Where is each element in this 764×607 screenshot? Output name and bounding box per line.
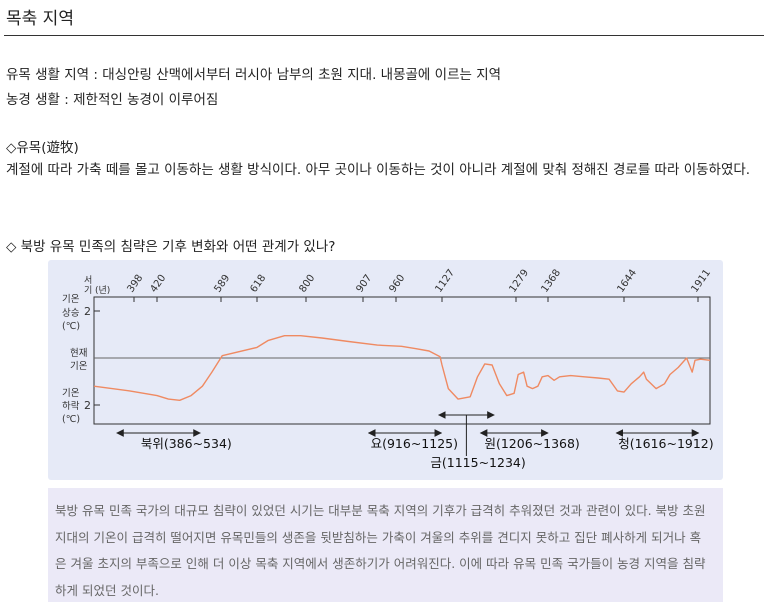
y-label-fall-2: 하락	[62, 400, 80, 412]
year-tick-label: 589	[212, 273, 232, 295]
title-divider	[4, 35, 764, 36]
y-label-rise-3: (℃)	[62, 321, 80, 332]
nomadic-region-line: 유목 생활 지역 : 대싱안링 산맥에서부터 러시아 남부의 초원 지대. 내몽…	[6, 67, 502, 83]
year-tick-label: 618	[248, 273, 268, 295]
year-tick-label: 1279	[507, 268, 531, 295]
year-tick-label: 398	[125, 273, 145, 295]
period-label: 북위(386~534)	[141, 436, 232, 451]
nomad-heading: ◇유목(遊牧)	[6, 140, 79, 156]
period-label: 금(1115~1234)	[430, 455, 525, 470]
nomad-definition: 계절에 따라 가축 떼를 몰고 이동하는 생활 방식이다. 아무 곳이나 이동하…	[6, 162, 751, 178]
y-value-fall: 2	[84, 399, 91, 412]
year-tick-label: 800	[297, 273, 317, 295]
year-tick-label: 907	[354, 273, 374, 295]
y-value-rise: 2	[84, 305, 91, 318]
year-tick-label: 960	[387, 273, 407, 295]
year-tick-label: 1644	[615, 268, 639, 295]
y-label-fall-1: 기온	[62, 388, 80, 399]
year-tick-label: 1127	[433, 268, 457, 295]
period-label: 요(916~1125)	[371, 436, 458, 451]
period-label: 원(1206~1368)	[484, 436, 579, 451]
year-tick-label: 1368	[539, 268, 563, 295]
y-label-current-2: 기온	[70, 361, 88, 372]
question-heading: ◇ 북방 유목 민족의 침략은 기후 변화와 어떤 관계가 있나?	[6, 239, 336, 255]
y-label-rise-2: 상승	[62, 308, 80, 319]
note-text: 북방 유목 민족 국가의 대규모 침략이 있었던 시기는 대부분 목축 지역의 …	[55, 503, 706, 598]
year-tick-label: 1911	[689, 268, 713, 295]
plot-frame	[93, 296, 711, 425]
x-axis-label-bottom: 기	[84, 285, 92, 296]
farming-line: 농경 생활 : 제한적인 농경이 이루어짐	[6, 92, 219, 108]
climate-chart-panel: 기온 상승 (℃) 2 현재 기온 기온 하락 (℃) 2 서 기 (년) 398 420 589 618 800…	[48, 260, 723, 480]
x-axis-label-top: 서	[84, 275, 92, 286]
period-label: 청(1616~1912)	[618, 436, 713, 451]
x-axis-unit: (년)	[95, 285, 110, 296]
y-label-current-1: 현재	[70, 348, 87, 359]
y-label-rise-1: 기온	[62, 294, 80, 305]
y-label-fall-3: (℃)	[62, 414, 80, 425]
page-title: 목축 지역	[6, 9, 74, 29]
explanation-note: 북방 유목 민족 국가의 대규모 침략이 있었던 시기는 대부분 목축 지역의 …	[48, 488, 723, 602]
year-tick-label: 420	[148, 273, 168, 295]
temperature-curve	[93, 334, 711, 402]
